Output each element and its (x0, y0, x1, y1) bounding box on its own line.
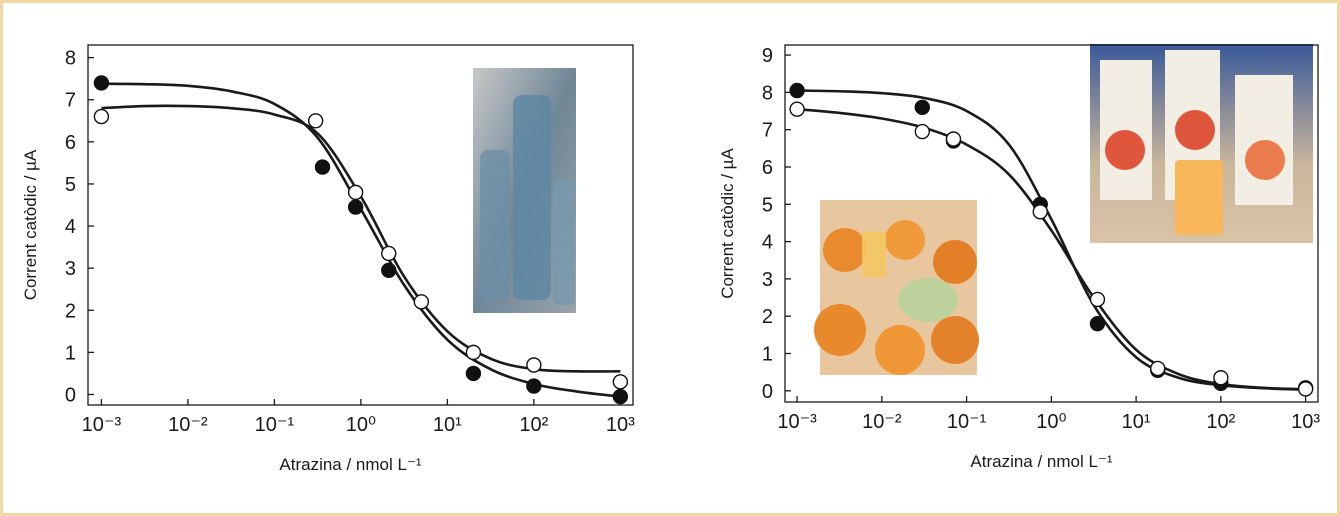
y-tick-label: 3 (762, 269, 773, 291)
y-tick-label: 1 (762, 344, 773, 366)
y-axis-title: Corrent catòdic / µA (21, 149, 40, 300)
y-tick-label: 9 (762, 45, 773, 67)
x-tick-label: 10⁻² (168, 414, 208, 436)
y-tick-label: 3 (65, 258, 76, 280)
x-tick-label: 10² (519, 414, 548, 436)
y-tick-label: 7 (65, 90, 76, 112)
y-tick-label: 5 (65, 174, 76, 196)
open-point (946, 132, 960, 146)
x-tick-label: 10⁻¹ (255, 414, 295, 436)
x-tick-label: 10³ (606, 414, 635, 436)
y-tick-label: 5 (762, 194, 773, 216)
figure-canvas: 10⁻³ 10⁻² 10⁻¹ 10⁰ 10¹ 10² 10³ 0 1 2 3 4 5 6 7 8 Atrazin… (0, 0, 1340, 516)
open-point (349, 185, 363, 199)
open-point (309, 114, 323, 128)
x-axis-title: Atrazina / nmol L⁻¹ (970, 452, 1113, 471)
x-tick-label: 10⁻² (862, 411, 902, 433)
x-tick-label: 10³ (1291, 411, 1320, 433)
y-tick-label: 4 (65, 216, 76, 238)
filled-point (790, 84, 804, 98)
figure: 10⁻³ 10⁻² 10⁻¹ 10⁰ 10¹ 10² 10³ 0 1 2 3 4 5 6 7 8 Atrazin… (0, 0, 1340, 516)
x-tick-label: 10⁻³ (777, 411, 817, 433)
open-point (414, 295, 428, 309)
open-point (466, 345, 480, 359)
y-tick-label: 0 (762, 381, 773, 403)
y-axis-title: Corrent catòdic / µA (718, 148, 737, 299)
x-tick-label: 10⁰ (346, 414, 376, 436)
y-tick-label: 6 (762, 157, 773, 179)
open-point (613, 375, 627, 389)
filled-point (613, 390, 627, 404)
open-point (1090, 292, 1104, 306)
filled-point (94, 76, 108, 90)
open-point (1151, 361, 1165, 375)
open-point (1214, 371, 1228, 385)
y-tick-label: 0 (65, 384, 76, 406)
photo-juice-cartons (1090, 44, 1313, 243)
x-tick-label: 10² (1206, 411, 1235, 433)
y-tick-label: 1 (65, 342, 76, 364)
y-tick-label: 6 (65, 132, 76, 154)
y-tick-label: 2 (65, 300, 76, 322)
y-tick-label: 8 (65, 48, 76, 70)
filled-point (316, 160, 330, 174)
y-tick-label: 8 (762, 82, 773, 104)
filled-point (349, 200, 363, 214)
x-axis-title: Atrazina / nmol L⁻¹ (279, 455, 422, 474)
x-tick-label: 10⁻³ (82, 414, 122, 436)
y-tick-label: 7 (762, 120, 773, 142)
open-point (527, 358, 541, 372)
x-tick-label: 10⁰ (1036, 411, 1066, 433)
photo-bottles (473, 68, 576, 313)
open-point (382, 246, 396, 260)
y-tick-label: 4 (762, 232, 773, 254)
x-tick-label: 10¹ (433, 414, 462, 436)
photo-oranges (814, 200, 979, 375)
y-tick-label: 2 (762, 306, 773, 328)
open-point (915, 125, 929, 139)
open-point (1033, 205, 1047, 219)
x-tick-label: 10⁻¹ (947, 411, 987, 433)
open-point (94, 110, 108, 124)
filled-point (1090, 317, 1104, 331)
filled-point (915, 100, 929, 114)
open-point (1299, 382, 1313, 396)
x-tick-label: 10¹ (1122, 411, 1151, 433)
filled-point (466, 366, 480, 380)
filled-point (527, 379, 541, 393)
open-point (790, 102, 804, 116)
filled-point (382, 263, 396, 277)
